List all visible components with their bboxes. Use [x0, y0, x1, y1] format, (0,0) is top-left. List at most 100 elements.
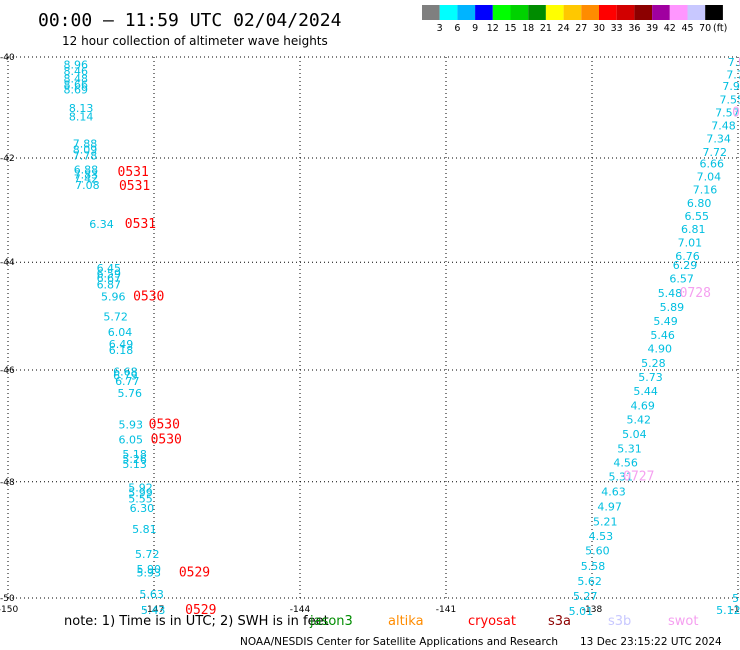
- wave-height-label: 8.13: [69, 102, 94, 115]
- wave-height-label: 5.46: [650, 329, 675, 342]
- wave-height-label: 6.04: [108, 326, 132, 339]
- pass-time-label: 0531: [119, 179, 150, 194]
- satellite-track-labels: 8.968.468.488.668.69 8.138.14 7.888.097.78…: [63, 55, 740, 618]
- legend-swatch: [475, 5, 493, 20]
- wave-height-label: 6.18: [109, 344, 133, 357]
- latitude-tick-label: -46: [0, 366, 15, 376]
- wave-height-label: 8.09: [73, 143, 98, 156]
- legend-tick-label: 42: [664, 23, 676, 34]
- wave-height-label: 5.44: [633, 385, 658, 398]
- legend-unit-label: (ft): [713, 23, 727, 34]
- wave-height-label: 6.81: [681, 223, 706, 236]
- longitude-tick-label: -138: [582, 605, 603, 615]
- wave-height-label: 5.60: [585, 544, 610, 557]
- wave-height-label: 5.96: [101, 290, 126, 303]
- legend-tick-label: 18: [522, 23, 534, 34]
- legend-tick-label: 9: [472, 23, 478, 34]
- legend-swatch: [492, 5, 511, 20]
- wave-height-label: 6.30: [130, 502, 155, 515]
- wave-height-label: 5.48: [658, 287, 683, 300]
- longitude-tick-label: -13: [731, 605, 740, 615]
- legend-swatch: [457, 5, 476, 20]
- legend-tick-label: 6: [454, 23, 460, 34]
- wave-height-label: 6.80: [687, 197, 712, 210]
- wave-height-label: 5.31: [617, 442, 642, 455]
- wave-height-label: 6.76: [675, 250, 700, 263]
- wave-height-label: 5.99: [128, 487, 153, 500]
- wave-height-label: 5.93: [136, 567, 161, 580]
- legend-swatch: [652, 5, 670, 20]
- longitude-tick-label: -150: [0, 605, 18, 615]
- wave-height-label: 4.56: [613, 457, 638, 470]
- legend-swatch: [599, 5, 617, 20]
- generated-timestamp: 13 Dec 23:15:22 UTC 2024: [580, 636, 722, 648]
- wave-height-label: 7.79: [726, 68, 740, 81]
- wave-height-label: 6.79: [113, 370, 137, 383]
- credit-text: NOAA/NESDIS Center for Satellite Applica…: [240, 636, 558, 648]
- wave-height-label: 5.89: [660, 301, 685, 314]
- page-subtitle: 12 hour collection of altimeter wave hei…: [62, 34, 328, 48]
- wave-height-label: 7.55: [720, 94, 740, 107]
- wave-height-label: 7.01: [678, 237, 703, 250]
- legend-tick-label: 12: [487, 23, 499, 34]
- legend-swatch: [439, 5, 458, 20]
- legend-swatch: [616, 5, 635, 20]
- wave-height-label: 5.01: [569, 605, 594, 618]
- legend-swatch: [581, 5, 599, 20]
- latitude-tick-label: -44: [0, 258, 15, 268]
- legend-swatch: [510, 5, 529, 20]
- legend-tick-label: 70: [699, 23, 711, 34]
- wave-height-label: 5.63: [139, 588, 164, 601]
- legend-tick-label: 30: [593, 23, 605, 34]
- legend-tick-label: 33: [611, 23, 623, 34]
- wave-height-label: 5.90: [136, 563, 161, 576]
- swot-pass-time-label: 0728: [680, 286, 711, 301]
- latitude-tick-label: -48: [0, 478, 15, 488]
- wave-height-label: 5.21: [593, 515, 618, 528]
- legend-swatch: [634, 5, 653, 20]
- wave-height-label: 5.93: [118, 418, 142, 431]
- wave-height-label: 7.83: [74, 168, 99, 181]
- wave-height-label: 6.34: [89, 218, 114, 231]
- legend-swatch: [687, 5, 706, 20]
- pass-time-label: 0530: [149, 417, 180, 432]
- latitude-tick-label: -50: [0, 594, 15, 604]
- wave-height-label: 8.46: [63, 65, 87, 78]
- wave-height-label: 7.88: [73, 138, 98, 151]
- legend-tick-label: 3: [437, 23, 443, 34]
- legend-tick-label: 36: [628, 23, 640, 34]
- color-scale-legend: 3 6 9 12 15 18 21 24 27 30 33 36 39 42 45 70 (ft): [422, 5, 727, 34]
- wave-height-label: 7.57: [715, 107, 740, 120]
- wave-height-label: 7.78: [73, 149, 98, 162]
- wave-height-label: 4.63: [601, 486, 626, 499]
- page-title: 00:00 – 11:59 UTC 02/04/2024: [38, 10, 341, 31]
- legend-swatch: [422, 5, 440, 20]
- wave-height-label: 5.12: [716, 604, 740, 617]
- legend-tick-label: 24: [558, 23, 570, 34]
- wave-height-label: 5.: [739, 566, 740, 579]
- wave-height-label: 7.48: [711, 119, 736, 132]
- longitude-tick-label: -141: [436, 605, 456, 615]
- legend-swatch: [669, 5, 688, 20]
- legend-swatch: [545, 5, 564, 20]
- wave-height-label: 6.05: [118, 433, 142, 446]
- longitude-tick-label: -144: [290, 605, 311, 615]
- legend-swatch: [528, 5, 546, 20]
- pass-time-label: 0529: [185, 603, 216, 618]
- wave-height-label: 8.14: [69, 111, 94, 124]
- wave-height-label: 5.81: [132, 523, 157, 536]
- footer: note: 1) Time is in UTC; 2) SWH is in fe…: [64, 614, 722, 648]
- wave-height-label: 6.29: [673, 259, 698, 272]
- map-axis-labels: -150 -147 -144 -141 -138 -13 -40 -42 -44 -46 -48 -5…: [0, 53, 740, 615]
- wave-height-label: 7.08: [75, 179, 100, 192]
- wave-height-label: 4.53: [589, 530, 614, 543]
- legend-swatch: [563, 5, 582, 20]
- pass-time-label: 0531: [125, 217, 156, 232]
- wave-height-label: 5.42: [627, 413, 652, 426]
- wave-height-label: 5.73: [638, 371, 663, 384]
- wave-height-label: 5.31: [609, 471, 634, 484]
- wave-height-label: 7.72: [702, 146, 727, 159]
- wave-height-label: 8.66: [63, 78, 87, 91]
- wave-height-label: 6.88: [74, 163, 99, 176]
